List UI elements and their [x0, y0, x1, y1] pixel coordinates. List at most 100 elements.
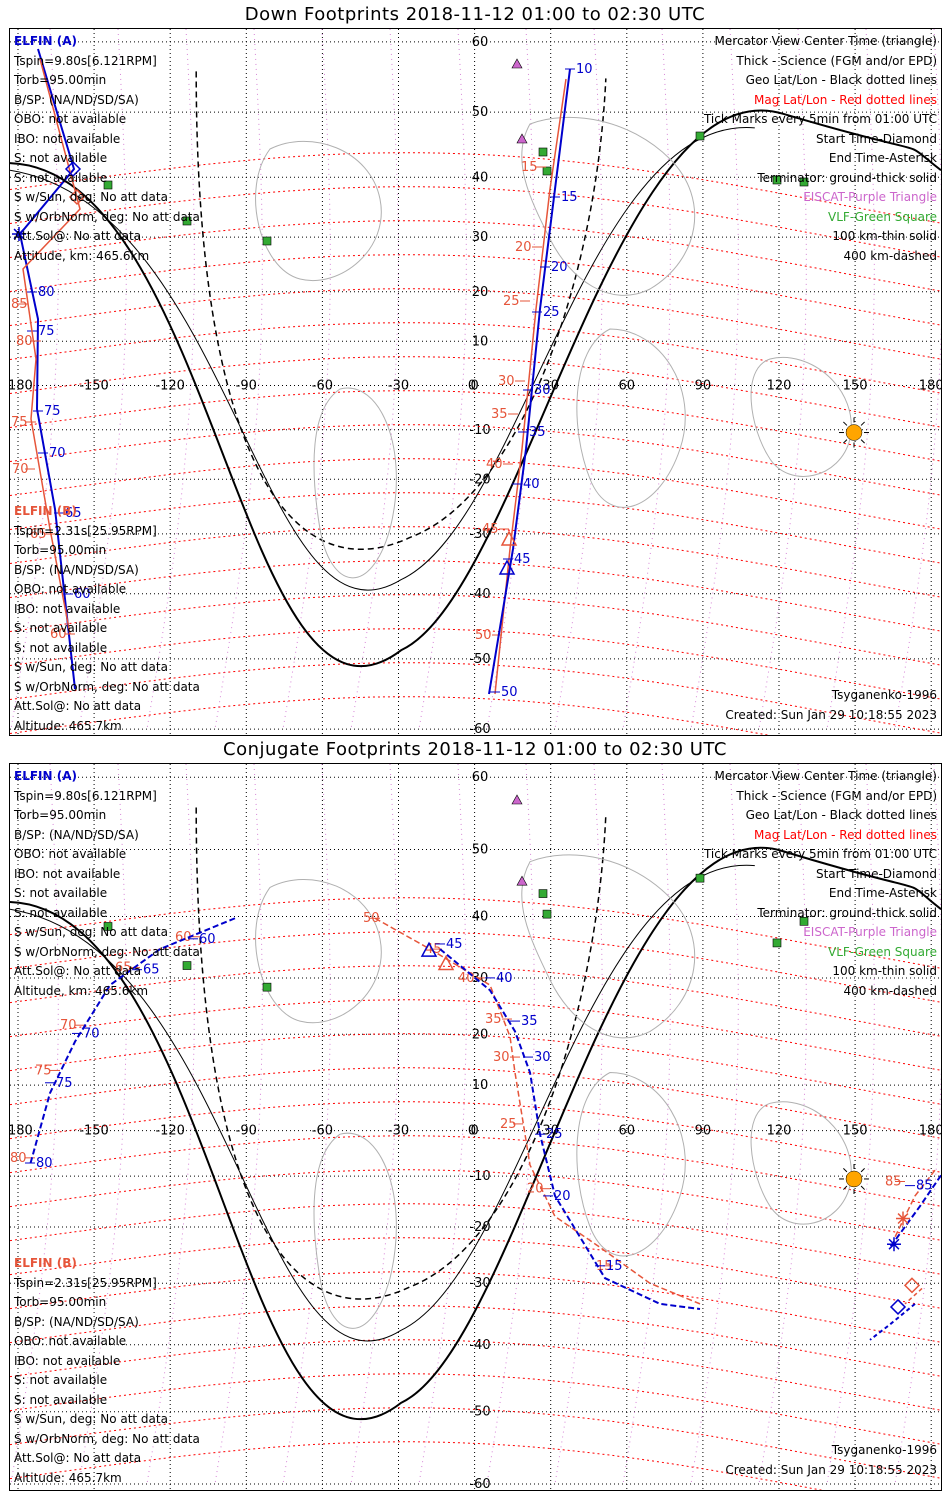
lon-tick-label: 60: [619, 1124, 636, 1139]
lat-tick-label: -40: [469, 587, 490, 602]
lon-tick-label: 60: [619, 379, 636, 394]
mag-latitude-line: [10, 931, 941, 1003]
mag-longitude-line: [350, 29, 399, 730]
track-time-label: 85: [916, 1179, 933, 1194]
continent-outline: [521, 116, 696, 296]
track-time-label: 20: [527, 1182, 544, 1197]
info-line: S: not available: [14, 1392, 108, 1407]
mag-longitude-line: [622, 29, 671, 730]
lon-tick-label: -60: [312, 379, 333, 394]
track-time-label: 30: [534, 1050, 551, 1065]
info-line: S: not available: [14, 886, 108, 900]
info-line: OBO: not available: [14, 1334, 127, 1348]
mag-latitude-line: [10, 965, 941, 1037]
legend-item: Tick Marks every 5min from 01:00 UTC: [703, 847, 937, 861]
track-time-label: 60: [50, 627, 67, 642]
track-time-label: 75: [44, 404, 61, 419]
sun-ray: [860, 421, 865, 426]
mag-latitude-line: [10, 322, 941, 394]
info-line: OBO: not available: [14, 582, 127, 596]
mag-latitude-line: [10, 1135, 941, 1207]
sun-ray: [843, 1185, 848, 1190]
info-line: Attitude, km: 465.6km: [14, 248, 150, 263]
legend-item: Mercator View Center Time (triangle): [714, 34, 937, 48]
vlf-station-square: [542, 166, 552, 176]
sun-icon: [845, 424, 863, 441]
legend-item: VLF-Green Square: [828, 944, 937, 959]
info-line: Tspin=9.80s[6.121RPM]: [14, 53, 157, 68]
lat-tick-label: 50: [472, 843, 489, 858]
track-time-label: 50: [475, 628, 492, 643]
track-time-label: 50: [363, 911, 380, 926]
continent-outline: [313, 387, 397, 579]
vlf-station-square: [799, 917, 809, 926]
info-line: B/SP: (NA/ND/SD/SA): [14, 827, 139, 842]
lat-tick-label: 0: [468, 379, 476, 394]
lat-tick-label: -10: [469, 423, 490, 438]
legend-item: Start Time-Diamond: [815, 866, 937, 881]
lon-tick-label: 180: [919, 1124, 941, 1139]
mag-latitude-line: [10, 220, 941, 292]
lon-tick-label: -30: [388, 379, 409, 394]
info-line: Att.Sol@: No att data: [14, 229, 142, 243]
track-time-label: 35: [529, 425, 546, 440]
model-label: Tsyganenko-1996: [831, 688, 937, 702]
created-label: Created: Sun Jan 29 10:18:55 2023: [725, 707, 937, 722]
lat-tick-label: -20: [469, 1220, 490, 1235]
vlf-station-square: [542, 909, 552, 919]
mag-longitude-line: [214, 29, 263, 730]
lat-tick-label: 60: [472, 770, 489, 785]
mag-latitude-line: [10, 186, 941, 258]
vlf-station-square: [695, 131, 705, 141]
info-line: Altitude: 465.7km: [14, 718, 122, 733]
vlf-station-square: [182, 961, 192, 970]
track-time-label: 75: [11, 415, 28, 430]
track-time-label: 70: [60, 1018, 77, 1033]
mag-latitude-line: [10, 1237, 941, 1309]
lon-tick-label: -180: [10, 1124, 33, 1139]
continent-outline: [750, 1101, 852, 1225]
track-time-label: 15: [606, 1259, 623, 1274]
mag-latitude-line: [10, 458, 941, 530]
lat-tick-label: 20: [472, 1027, 489, 1042]
mag-latitude-line: [10, 1067, 941, 1139]
track-time-label: 65: [30, 527, 47, 542]
track-time-label: 40: [523, 477, 540, 492]
track-time-label: 30: [498, 374, 515, 389]
lat-tick-label: -30: [469, 527, 490, 542]
continent-outline: [255, 879, 382, 1024]
conjugate-map-canvas: 706050403020100-10-20-30-40-50-60-70-180…: [10, 764, 941, 1490]
mag-latitude-line: [10, 1203, 941, 1275]
mag-longitude-line: [554, 764, 603, 1485]
sun-icon: [845, 1170, 863, 1188]
vlf-station-square: [538, 147, 548, 157]
terminator-100km: [10, 865, 755, 1342]
eiscat-triangle: [516, 875, 528, 886]
info-line: S w/OrbNorm, deg: No att data: [14, 1431, 200, 1446]
info-line: S: not available: [14, 621, 108, 635]
mag-longitude-line: [690, 764, 739, 1485]
mag-longitude-line: [78, 29, 127, 730]
terminator-100km: [10, 127, 755, 591]
track-time-label: 50: [501, 685, 518, 700]
track-time-label: 45: [446, 937, 463, 952]
mag-longitude-line: [486, 764, 535, 1485]
track-time-label: 25: [543, 305, 560, 320]
track-time-label: 60: [199, 932, 216, 947]
info-line: Torb=95.00min: [14, 543, 107, 557]
info-line: S: not available: [14, 170, 108, 185]
vlf-station-square: [262, 236, 272, 246]
lon-tick-label: -150: [79, 379, 109, 394]
continent-outline: [576, 328, 686, 508]
continent-outline: [521, 854, 696, 1039]
lon-tick-label: -150: [79, 1124, 109, 1139]
mag-longitude-line: [826, 29, 875, 730]
eiscat-triangle: [511, 794, 523, 805]
lon-tick-label: -30: [388, 1124, 409, 1139]
mag-longitude-line: [418, 29, 467, 730]
info-line: Altitude: 465.7km: [14, 1470, 122, 1485]
panel-title-down: Down Footprints 2018-11-12 01:00 to 02:3…: [244, 4, 706, 25]
track-time-label: 70: [83, 1026, 100, 1041]
info-line: B/SP: (NA/ND/SD/SA): [14, 562, 139, 577]
info-line: OBO: not available: [14, 112, 127, 126]
